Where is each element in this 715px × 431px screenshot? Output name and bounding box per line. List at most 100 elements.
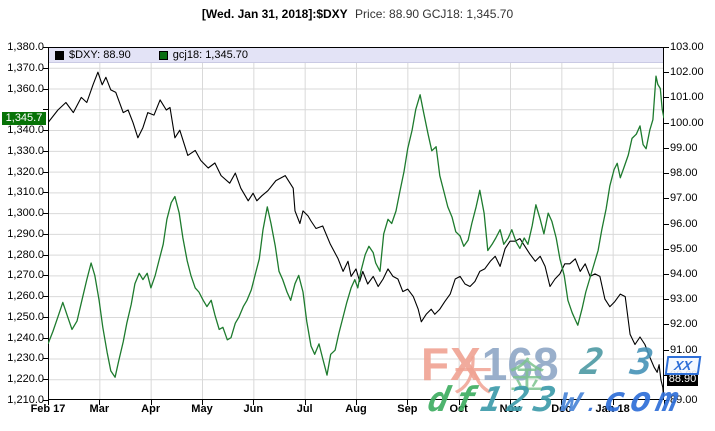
y-axis-label-left: 1,370.0 <box>7 61 44 74</box>
y-axis-tick-left <box>43 150 48 152</box>
x-axis-tick <box>253 400 255 405</box>
x-axis-tick <box>304 400 306 405</box>
y-axis-tick-right <box>664 47 669 48</box>
y-axis-label-right: 92.00 <box>670 318 698 331</box>
y-axis-tick-left <box>43 67 48 69</box>
y-axis-label-right: 96.00 <box>670 217 698 230</box>
y-axis-tick-right <box>664 97 669 99</box>
y-axis-tick-left <box>43 379 48 381</box>
y-axis-tick-left <box>43 358 48 360</box>
chart-canvas[interactable] <box>48 47 664 400</box>
y-axis-tick-left <box>43 171 48 173</box>
y-axis-tick-right <box>664 349 669 351</box>
y-axis-label-right: 101.00 <box>670 91 704 104</box>
y-axis-label-left: 1,300.0 <box>7 207 44 220</box>
x-axis-label: Mar <box>89 403 110 415</box>
y-axis-label-left: 1,260.0 <box>7 290 44 303</box>
y-axis-tick-right <box>664 147 669 149</box>
gold-swatch-icon <box>158 50 168 60</box>
x-axis-label: Jan 18 <box>595 403 630 415</box>
y-axis-tick-left <box>43 316 48 318</box>
x-axis-tick <box>202 400 203 405</box>
y-axis-label-right: 93.00 <box>670 293 698 306</box>
y-axis-tick-left <box>43 275 48 277</box>
y-axis-label-left: 1,220.0 <box>7 373 44 386</box>
y-axis-label-right: 95.00 <box>670 242 698 255</box>
y-axis-tick-left <box>43 400 48 401</box>
y-axis-label-left: 1,230.0 <box>7 352 44 365</box>
y-axis-tick-right <box>664 223 669 225</box>
y-axis-label-right: 102.00 <box>670 66 704 79</box>
legend-gold-label: gcj18: 1,345.70 <box>172 49 249 61</box>
y-axis-label-right: 94.00 <box>670 267 698 280</box>
legend-dxy-label: $DXY: 88.90 <box>69 49 131 61</box>
y-axis-label-left: 1,280.0 <box>7 248 44 261</box>
y-axis-label-left: 1,380.0 <box>7 41 44 53</box>
y-axis-label-left: 1,310.0 <box>7 186 44 199</box>
x-axis-tick <box>612 400 614 405</box>
dxy-swatch-icon <box>55 50 64 60</box>
x-axis-tick <box>561 400 563 405</box>
y-axis-label-left: 1,270.0 <box>7 269 44 282</box>
x-axis-tick <box>510 400 511 405</box>
y-axis-tick-right <box>664 248 669 250</box>
x-axis-label: Feb 17 <box>30 403 66 415</box>
y-axis-tick-right <box>664 173 669 175</box>
gold-current-price-tag: 1,345.7 <box>2 111 46 125</box>
y-axis-label-left: 1,320.0 <box>7 165 44 178</box>
y-axis-label-left: 1,360.0 <box>7 82 44 95</box>
legend-item-dxy: $DXY: 88.90 <box>55 49 131 61</box>
dxy-current-price-tag: 88.90 <box>667 373 698 386</box>
legend-item-gold: gcj18: 1,345.70 <box>158 49 249 61</box>
y-axis-tick-left <box>43 192 48 194</box>
y-axis-tick-left <box>43 296 48 298</box>
chart-title-prices: Price: 88.90 GCJ18: 1,345.70 <box>355 7 514 21</box>
x-axis-label: Nov <box>499 403 521 415</box>
y-axis-label-right: 98.00 <box>670 167 698 180</box>
y-axis-label-right: 99.00 <box>670 141 698 154</box>
x-axis-tick <box>407 400 409 405</box>
y-axis-label-right: 97.00 <box>670 192 698 205</box>
y-axis-tick-left <box>43 47 48 48</box>
y-axis-label-right: 103.00 <box>670 41 704 53</box>
y-axis-label-left: 1,330.0 <box>7 144 44 157</box>
x-axis-label: May <box>191 403 213 415</box>
y-axis-tick-right <box>664 299 669 301</box>
y-axis-label-left: 1,290.0 <box>7 227 44 240</box>
chart-title-date-symbol: [Wed. Jan 31, 2018]:$DXY <box>201 7 348 21</box>
chart-legend: $DXY: 88.90 gcj18: 1,345.70 <box>49 48 663 63</box>
y-axis-tick-left <box>43 88 48 90</box>
x-axis-label: Apr <box>141 403 161 415</box>
y-axis-label-right: 100.00 <box>670 116 704 129</box>
x-axis-label: Dec <box>551 403 572 415</box>
y-axis-tick-right <box>664 324 669 326</box>
x-axis-tick <box>150 400 152 405</box>
x-axis-tick <box>458 400 460 405</box>
y-axis-label-left: 1,340.0 <box>7 124 44 137</box>
y-axis-label-left: 1,240.0 <box>7 331 44 344</box>
chart-title: [Wed. Jan 31, 2018]:$DXY Price: 88.90 GC… <box>0 7 715 21</box>
x-axis-tick <box>356 400 357 405</box>
y-axis-tick-left <box>43 233 48 235</box>
x-axis-tick <box>99 400 101 405</box>
y-axis-tick-right <box>664 72 669 74</box>
x-axis-label: Oct <box>449 403 468 415</box>
x-axis-tick <box>48 400 49 405</box>
y-axis-label-right: 89.00 <box>670 394 698 406</box>
x-axis-label: Jul <box>296 403 313 415</box>
dxy-series-line <box>48 71 664 400</box>
y-axis-tick-left <box>43 337 48 339</box>
y-axis-tick-right <box>664 400 669 401</box>
x-axis-label: Aug <box>345 403 367 415</box>
y-axis-label-left: 1,210.0 <box>7 394 44 406</box>
y-axis-tick-right <box>664 122 669 124</box>
y-axis-tick-left <box>43 130 48 132</box>
y-axis-tick-left <box>43 254 48 256</box>
y-axis-tick-left <box>43 213 48 215</box>
y-axis-tick-right <box>664 198 669 200</box>
x-axis-tick <box>664 400 665 405</box>
y-axis-tick-right <box>664 374 669 376</box>
x-axis-label: Sep <box>397 403 418 415</box>
y-axis-label-left: 1,250.0 <box>7 310 44 323</box>
